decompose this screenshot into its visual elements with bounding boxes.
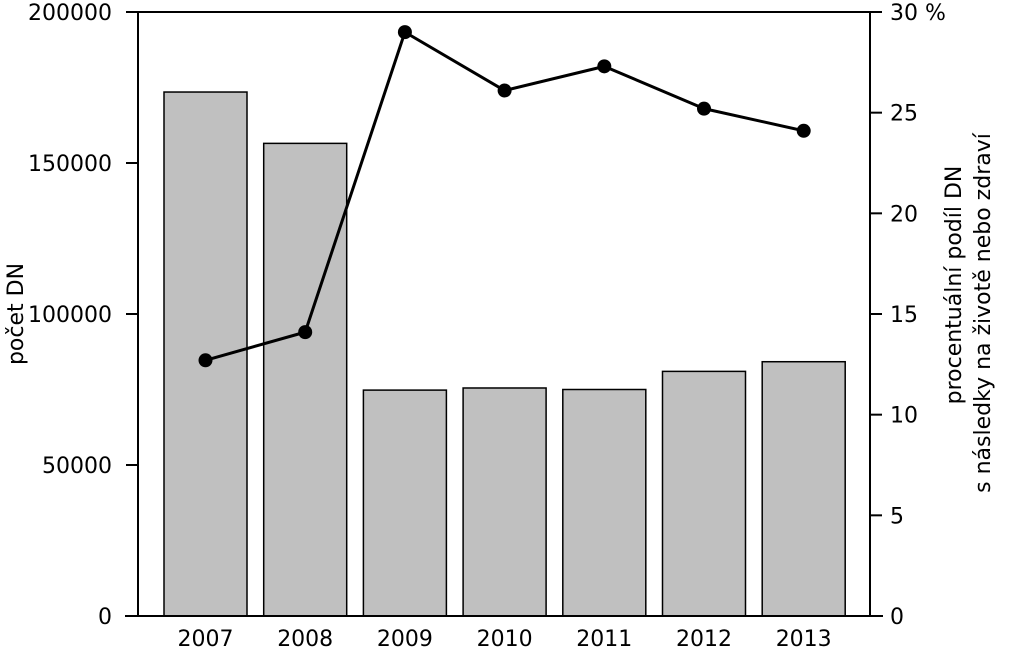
left-tick-label: 200000	[28, 1, 112, 26]
bar-2013	[761, 360, 846, 617]
bar-2012	[661, 370, 747, 617]
line-point-2011	[597, 59, 612, 74]
line-layer	[198, 25, 811, 368]
line-point-2009	[397, 25, 412, 40]
x-tick-label: 2013	[776, 627, 832, 652]
right-ticks-layer: 0 5 10 15 20 25 30 %	[870, 1, 946, 630]
right-tick-label: 30 %	[890, 1, 946, 26]
line-point-2012	[697, 101, 711, 116]
y-axis-title-right-line1: procentuální podíl DN	[942, 166, 967, 405]
x-tick-label: 2012	[676, 627, 732, 652]
line-point-2010	[497, 83, 512, 98]
right-tick-label: 20	[890, 202, 918, 227]
left-tick-label: 150000	[28, 152, 112, 177]
left-ticks-layer: 0 50000 100000 150000 200000	[28, 1, 138, 630]
x-tick-label: 2009	[377, 627, 433, 652]
left-tick-label: 100000	[28, 303, 112, 328]
bar-2008	[262, 142, 348, 617]
y-axis-title-right-line2: s následky na životě nebo zdraví	[971, 132, 996, 493]
line-point-2008	[298, 325, 313, 340]
line-point-2007	[198, 353, 213, 368]
right-tick-label: 5	[890, 504, 904, 529]
x-labels-layer: 2007 2008 2009 2010 2011 2012 2013	[178, 627, 832, 652]
bar-2011	[562, 388, 647, 617]
bars-layer	[163, 91, 846, 617]
right-tick-label: 25	[890, 102, 918, 127]
bar-2010	[462, 387, 547, 617]
right-tick-label: 0	[890, 605, 904, 630]
bar-2009	[362, 389, 448, 617]
line-point-2013	[796, 123, 811, 138]
right-tick-label: 10	[890, 404, 918, 429]
x-tick-label: 2011	[576, 627, 632, 652]
x-tick-label: 2010	[477, 627, 533, 652]
left-tick-label: 0	[98, 605, 112, 630]
right-tick-label: 15	[890, 303, 918, 328]
x-tick-label: 2008	[277, 627, 333, 652]
x-tick-label: 2007	[178, 627, 234, 652]
y-axis-title-left: počet DN	[4, 263, 29, 365]
left-tick-label: 50000	[42, 454, 112, 479]
